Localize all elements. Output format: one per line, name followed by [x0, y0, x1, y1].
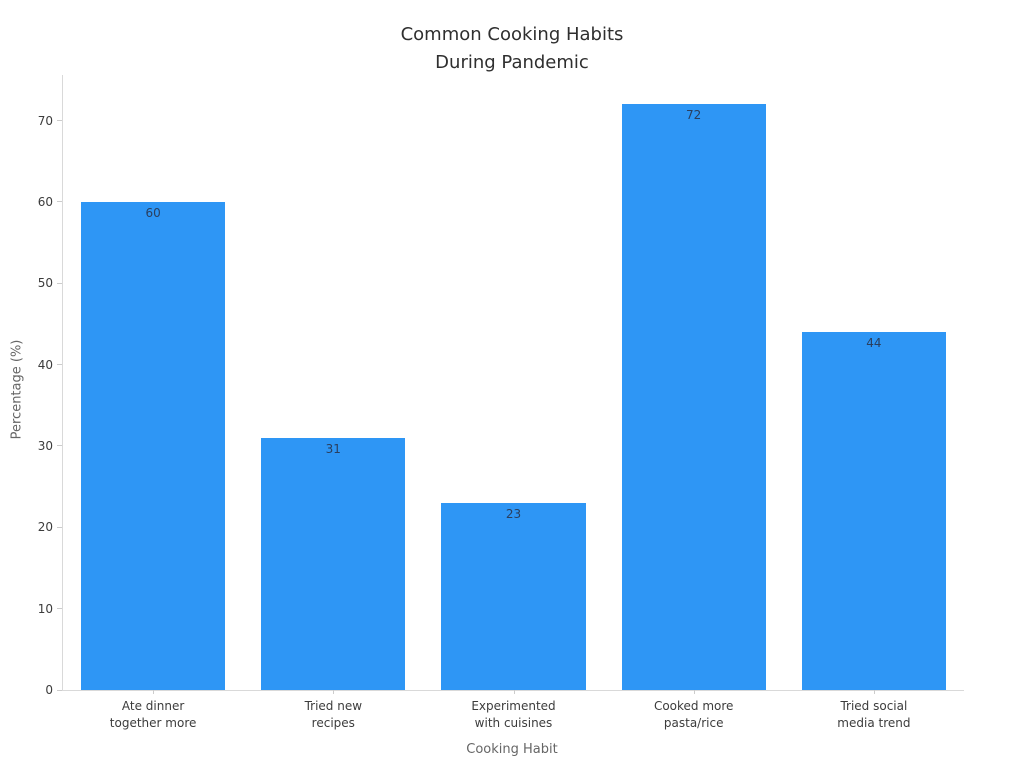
y-tick-mark [57, 445, 62, 447]
chart-title: Common Cooking Habits During Pandemic [400, 24, 624, 73]
bar: 31 [261, 437, 406, 690]
y-tick-mark [57, 689, 62, 691]
x-tick-mark [513, 690, 515, 694]
bar-value-label: 72 [686, 108, 702, 123]
y-tick-label: 20 [37, 520, 53, 535]
bar: 44 [801, 332, 946, 690]
y-tick-label: 60 [37, 194, 53, 209]
y-tick-label: 0 [45, 683, 53, 697]
bar-value-label: 23 [505, 506, 522, 521]
x-tick-label: Experimented with cuisines [471, 699, 556, 730]
x-axis-title: Cooking Habit [466, 742, 558, 757]
y-tick-mark [57, 364, 62, 366]
x-tick-mark [873, 690, 875, 694]
bar-value-label: 31 [325, 441, 341, 456]
x-tick-mark [153, 690, 155, 694]
x-tick-label: Cooked more pasta/rice [653, 699, 734, 730]
bar: 23 [441, 502, 586, 690]
x-tick-mark [333, 690, 335, 694]
y-tick-mark [57, 201, 62, 203]
y-tick-mark [57, 526, 62, 528]
x-tick-label: Ate dinner together more [109, 699, 197, 730]
y-tick-mark [57, 608, 62, 610]
y-tick-label: 50 [37, 276, 53, 291]
y-tick-label: 40 [37, 357, 53, 372]
x-tick-label: Tried social media trend [837, 699, 911, 730]
bar-value-label: 44 [866, 336, 882, 351]
y-tick-label: 70 [37, 113, 53, 128]
bar-value-label: 60 [145, 205, 161, 220]
bar: 72 [621, 104, 766, 690]
y-tick-mark [57, 120, 62, 122]
x-tick-mark [693, 690, 695, 694]
y-tick-label: 30 [37, 438, 53, 453]
y-tick-label: 10 [37, 601, 53, 616]
bar: 60 [81, 201, 226, 690]
plot-area: 0 10 20 30 40 50 60 70 60 Ate dinner together mor… [38, 75, 964, 730]
y-tick-mark [57, 282, 62, 284]
x-tick-label: Tried new recipes [304, 699, 363, 730]
